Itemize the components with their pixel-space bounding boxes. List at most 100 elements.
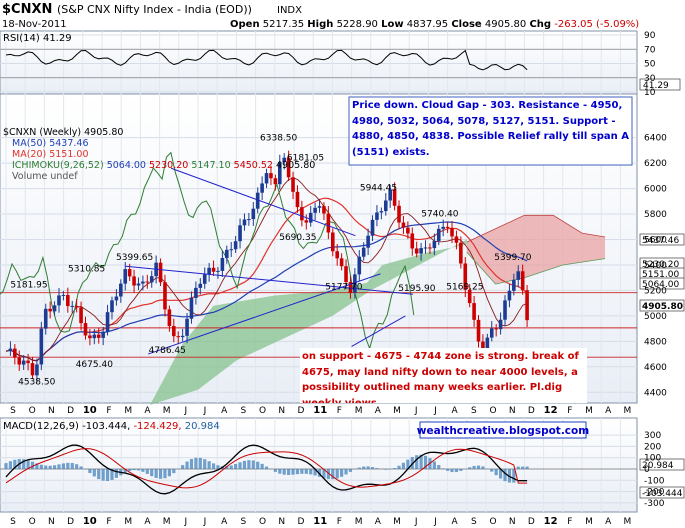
macd-histogram-bar: [340, 469, 344, 477]
trend-line: [170, 167, 356, 237]
legend-ichimoku: ICHIMOKU(9,26,52) 5064.00 5230.20 5147.1…: [12, 160, 315, 171]
candle-body: [158, 262, 163, 283]
price-label: 4538.50: [18, 378, 55, 388]
cloud-bearish: [466, 215, 606, 285]
legend-volume: Volume undef: [12, 171, 78, 182]
candle-body: [225, 249, 229, 259]
macd-histogram-bar: [13, 459, 17, 469]
x-axis-label: O: [489, 517, 496, 527]
macd-tick-label: -200: [644, 488, 665, 498]
x-axis-label: J: [433, 406, 437, 416]
candle-body: [269, 173, 273, 179]
candle-body: [375, 212, 379, 220]
rsi-series: [0, 48, 637, 79]
candle-body: [132, 276, 136, 286]
symbol-title: $CNXN: [2, 2, 52, 17]
macd-histogram-bar: [150, 469, 154, 477]
macd-histogram-bar: [446, 469, 450, 471]
candle-body: [476, 319, 481, 342]
candle-body: [485, 337, 490, 354]
rsi-panel: [0, 30, 638, 95]
candle-body: [255, 192, 260, 209]
candle-body: [79, 307, 83, 324]
candle-body: [326, 213, 331, 233]
price-tick-label: 4600: [644, 363, 667, 373]
ohlc-readout: Open 5217.35 High 5228.90 Low 4837.95 Cl…: [230, 19, 639, 30]
price-label: 5181.95: [10, 281, 47, 291]
legend-symbol: $CNXN (Weekly) 4905.80: [3, 127, 123, 138]
rsi-tick-label: 90: [644, 31, 656, 41]
candle-body: [463, 263, 468, 290]
macd-histogram-bar: [459, 469, 463, 471]
main-legend: $CNXN (Weekly) 4905.80 MA(50) 5437.46 MA…: [3, 127, 315, 182]
price-label: 4675.40: [76, 360, 113, 370]
candle-body: [467, 289, 472, 304]
x-axis-label: M: [624, 517, 632, 527]
x-axis-label: M: [124, 517, 132, 527]
macd-histogram-bar: [490, 469, 494, 472]
candle-body: [344, 266, 348, 283]
macd-histogram-bar: [238, 462, 242, 469]
candle-body: [83, 323, 88, 336]
chikou-line: [0, 151, 415, 351]
bottom-note: on support - 4675 - 4744 zone is strong.…: [302, 351, 579, 403]
x-axis-label: M: [585, 406, 593, 416]
candle-body: [189, 297, 194, 319]
macd-histogram-bar: [441, 468, 445, 469]
price-tick-label: 5800: [644, 210, 667, 220]
macd-histogram-bar: [242, 460, 247, 469]
price-tick-label: 4400: [644, 388, 667, 398]
x-axis-label: N: [278, 517, 285, 527]
x-axis-label: S: [241, 406, 247, 416]
macd-hist-value: 20.984: [185, 421, 220, 432]
macd-histogram-bar: [344, 469, 348, 475]
x-axis-label: O: [259, 517, 266, 527]
macd-tick-label: 0: [644, 465, 650, 475]
rsi-tick-label: 30: [644, 74, 656, 84]
candle-body: [30, 363, 35, 376]
candle-body: [123, 269, 128, 284]
candle-body: [238, 225, 242, 242]
candle-body: [17, 357, 22, 365]
candle-body: [21, 360, 26, 365]
x-axis-label: N: [48, 406, 55, 416]
candle-body: [308, 212, 313, 223]
candle-body: [172, 326, 176, 337]
x-axis-label: M: [355, 517, 363, 527]
candle-body: [432, 240, 437, 249]
candle-body: [304, 220, 309, 223]
candle-body: [503, 300, 507, 320]
macd-histogram-bar: [415, 455, 419, 469]
candle-body: [295, 191, 300, 208]
macd-histogram-bar: [397, 465, 401, 469]
x-axis-label: M: [355, 406, 363, 416]
rsi-tick-label: 70: [644, 45, 656, 55]
x-axis-label: 10: [83, 516, 97, 527]
candle-body: [229, 249, 234, 251]
candle-body: [313, 207, 317, 213]
ichimoku-v1: 5064.00: [107, 160, 146, 171]
candle-body: [57, 295, 61, 306]
macd-histogram-bar: [167, 469, 171, 477]
candle-body: [66, 294, 70, 307]
kijun-line: [5, 177, 528, 362]
x-axis-label: A: [144, 406, 151, 416]
trend-line: [147, 273, 381, 355]
x-axis-label: J: [203, 406, 207, 416]
macd-histogram-bar: [158, 469, 163, 479]
close-value: 4905.80: [485, 19, 526, 30]
macd-histogram-bar: [163, 469, 167, 479]
candle-body: [423, 247, 428, 249]
ichimoku-v4: 5450.52: [234, 160, 273, 171]
price-tick-label: 5200: [644, 286, 667, 296]
macd-signal-value: -124.429,: [133, 421, 181, 432]
candle-body: [74, 305, 79, 308]
macd-histogram-bar: [291, 469, 295, 475]
candle-body: [52, 305, 57, 312]
x-axis-label: A: [605, 517, 612, 527]
macd-signal-line: [5, 448, 528, 489]
bottom-note-box: [300, 348, 587, 403]
macd-histogram-bar: [432, 461, 436, 469]
x-axis-label: 10: [83, 405, 97, 416]
